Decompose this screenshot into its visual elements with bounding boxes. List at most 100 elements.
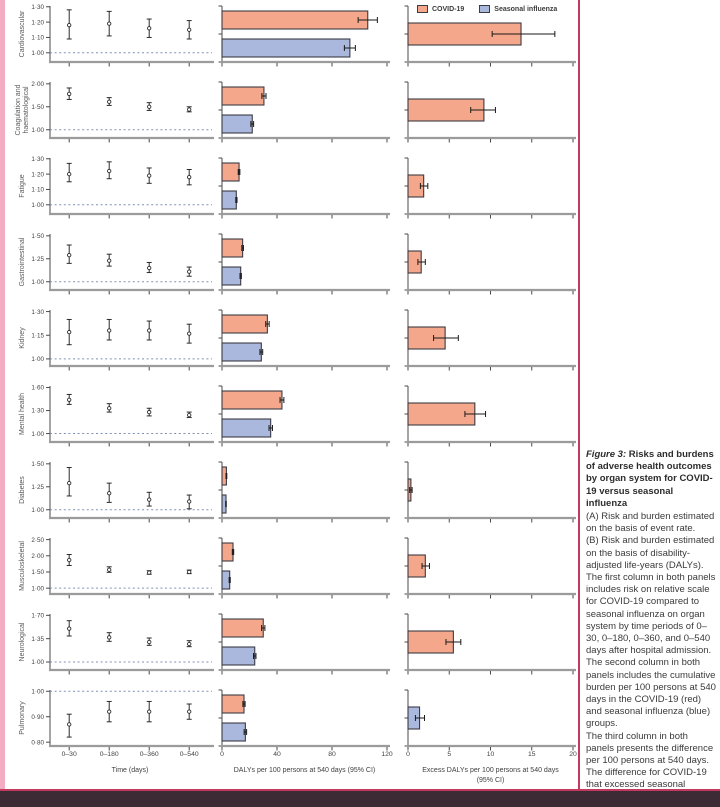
burden-panel xyxy=(218,157,390,219)
organ-row-charts-pulmonary: 0·80 0·90 1·00 xyxy=(31,688,576,751)
excess-tick-label: 10 xyxy=(487,751,495,758)
y-tick-label: 1·20 xyxy=(31,171,44,178)
y-tick-label: 1·00 xyxy=(31,585,44,592)
burden-panel xyxy=(218,461,390,523)
y-tick-label: 1·00 xyxy=(31,50,44,57)
organ-row-charts-mental-health: 1·00 1·30 1·60 xyxy=(31,385,576,447)
excess-tick-label: 0 xyxy=(406,751,410,758)
y-tick-label: 1·50 xyxy=(31,569,44,576)
legend-label-influenza: Seasonal influenza xyxy=(494,5,558,13)
excess-panel xyxy=(404,689,576,751)
y-tick-label: 1·00 xyxy=(31,127,44,134)
y-tick-label: 1·50 xyxy=(31,461,44,468)
covid-burden-bar xyxy=(221,390,283,410)
y-tick-label: 1·00 xyxy=(31,202,44,209)
excess-panel xyxy=(404,385,576,447)
risk-point xyxy=(67,557,72,563)
influenza-swatch xyxy=(479,5,491,13)
excess-panel xyxy=(404,309,576,371)
daly-tick-label: 80 xyxy=(328,751,336,758)
influenza-burden-bar xyxy=(221,418,272,438)
organ-row-charts-kidney: 1·00 1·15 1·30 xyxy=(31,309,576,371)
burden-panel xyxy=(218,233,390,295)
risk-point xyxy=(107,567,112,572)
risk-point xyxy=(187,27,192,32)
influenza-burden-bar xyxy=(221,722,246,742)
risk-point xyxy=(107,328,112,333)
risk-panel: 1·00 1·50 2·00 xyxy=(31,81,214,143)
risk-point xyxy=(147,26,152,31)
excess-panel xyxy=(404,5,576,67)
risk-point xyxy=(67,626,72,631)
risk-panel: 0·80 0·90 1·00 xyxy=(31,688,214,751)
risk-point xyxy=(187,709,192,714)
influenza-burden-bar xyxy=(221,342,262,362)
y-tick-label: 2·00 xyxy=(31,553,44,560)
covid-burden-bar xyxy=(221,694,245,714)
risk-point xyxy=(187,641,192,647)
page-bottom-rule xyxy=(0,789,720,791)
excess-axis-title-line2: (95% CI) xyxy=(477,777,505,784)
risk-point xyxy=(147,570,152,575)
y-tick-label: 2·00 xyxy=(31,81,44,88)
daly-tick-label: 0 xyxy=(220,751,224,758)
burden-panel xyxy=(218,5,390,67)
y-tick-label: 1·00 xyxy=(31,688,44,695)
y-tick-label: 1·00 xyxy=(31,279,44,286)
risk-panel: 1·00 1·50 2·00 2·50 xyxy=(31,537,214,599)
organ-row-charts-fatigue: 1·00 1·10 1·20 1·30 xyxy=(31,156,576,219)
time-tick-label: 0–30 xyxy=(62,751,77,758)
legend-item-covid: COVID-19 xyxy=(417,5,464,13)
page-edge-strip xyxy=(0,0,5,789)
risk-point xyxy=(147,639,152,645)
y-tick-label: 1·10 xyxy=(31,187,44,194)
risk-point xyxy=(147,409,152,415)
y-tick-label: 1·25 xyxy=(31,484,44,491)
daly-axis-title: DALYs per 100 persons at 540 days (95% C… xyxy=(234,767,376,774)
y-tick-label: 1·30 xyxy=(31,4,44,11)
risk-point xyxy=(147,104,152,109)
time-tick-label: 0–540 xyxy=(180,751,199,758)
y-tick-label: 1·20 xyxy=(31,19,44,26)
risk-panel: 1·00 1·10 1·20 1·30 xyxy=(31,156,214,219)
excess-panel xyxy=(404,81,576,143)
time-tick-label: 0–180 xyxy=(100,751,119,758)
risk-panel: 1·00 1·35 1·70 xyxy=(31,613,214,675)
risk-point xyxy=(147,328,152,333)
risk-point xyxy=(107,709,112,714)
organ-row-charts-diabetes: 1·00 1·25 1·50 xyxy=(31,461,576,523)
y-tick-label: 0·90 xyxy=(31,714,44,721)
time-axis-title: Time (days) xyxy=(112,767,149,774)
excess-tick-label: 15 xyxy=(528,751,536,758)
risk-point xyxy=(107,635,112,640)
risk-point xyxy=(67,23,72,28)
covid-burden-bar xyxy=(221,618,264,638)
legend-item-influenza: Seasonal influenza xyxy=(479,5,557,13)
excess-tick-label: 20 xyxy=(569,751,577,758)
risk-point xyxy=(67,252,72,258)
risk-panel: 1·00 1·10 1·20 1·30 xyxy=(31,4,214,67)
y-tick-label: 1·00 xyxy=(31,659,44,666)
y-tick-label: 1·70 xyxy=(31,613,44,620)
risk-point xyxy=(67,329,72,335)
organ-row-charts-coagulation-and-haematological: 1·00 1·50 2·00 xyxy=(31,81,576,143)
excess-panel xyxy=(404,233,576,295)
risk-point xyxy=(187,499,192,504)
caption-figure-number: Figure 3: xyxy=(586,449,627,460)
organ-row-charts-musculoskeletal: 1·00 1·50 2·00 2·50 xyxy=(31,537,576,599)
daly-tick-label: 40 xyxy=(273,751,281,758)
risk-point xyxy=(67,722,72,727)
risk-point xyxy=(187,569,192,575)
covid-burden-bar xyxy=(221,542,234,562)
risk-panel: 1·00 1·25 1·50 xyxy=(31,233,214,295)
risk-point xyxy=(107,406,112,411)
risk-panel: 1·00 1·15 1·30 xyxy=(31,309,214,371)
risk-panel: 1·00 1·25 1·50 xyxy=(31,461,214,523)
burden-panel xyxy=(218,537,390,599)
influenza-burden-bar xyxy=(221,570,231,590)
y-tick-label: 1·15 xyxy=(31,332,44,339)
risk-point xyxy=(147,709,152,714)
organ-row-charts-gastrointestinal: 1·00 1·25 1·50 xyxy=(31,233,576,295)
covid-burden-bar xyxy=(221,314,268,334)
